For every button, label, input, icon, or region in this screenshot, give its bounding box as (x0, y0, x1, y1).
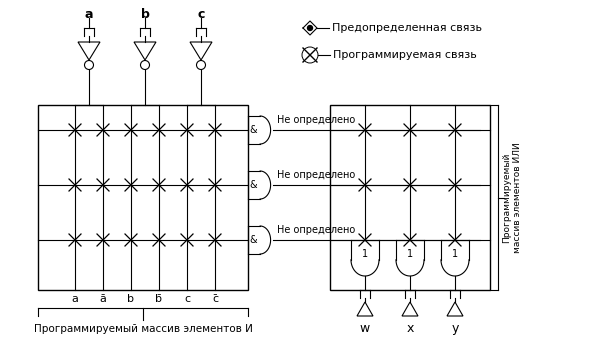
Text: c: c (197, 8, 205, 21)
Text: &: & (250, 180, 258, 190)
Text: c: c (184, 294, 190, 304)
Circle shape (307, 25, 313, 30)
Text: 1: 1 (407, 249, 413, 259)
Text: b: b (141, 8, 149, 21)
Text: c̄: c̄ (212, 294, 218, 304)
Text: Программируемый массив элементов И: Программируемый массив элементов И (34, 324, 252, 334)
Text: a: a (71, 294, 78, 304)
Text: ā: ā (99, 294, 107, 304)
Bar (330, 105, 490, 290)
Text: Программируемая связь: Программируемая связь (333, 50, 477, 60)
Text: w: w (360, 322, 370, 335)
Text: &: & (250, 125, 258, 135)
Text: Не определено: Не определено (277, 115, 355, 125)
Text: Программируемый
массив элементов ИЛИ: Программируемый массив элементов ИЛИ (503, 142, 522, 253)
Text: Предопределенная связь: Предопределенная связь (332, 23, 482, 33)
Text: b: b (128, 294, 135, 304)
Text: y: y (451, 322, 459, 335)
Text: 1: 1 (362, 249, 368, 259)
Text: Не определено: Не определено (277, 170, 355, 180)
Text: b̄: b̄ (156, 294, 162, 304)
Text: x: x (406, 322, 414, 335)
Text: 1: 1 (452, 249, 458, 259)
Text: a: a (84, 8, 93, 21)
Text: Не определено: Не определено (277, 225, 355, 235)
Text: &: & (250, 235, 258, 245)
Bar (38, 105, 248, 290)
